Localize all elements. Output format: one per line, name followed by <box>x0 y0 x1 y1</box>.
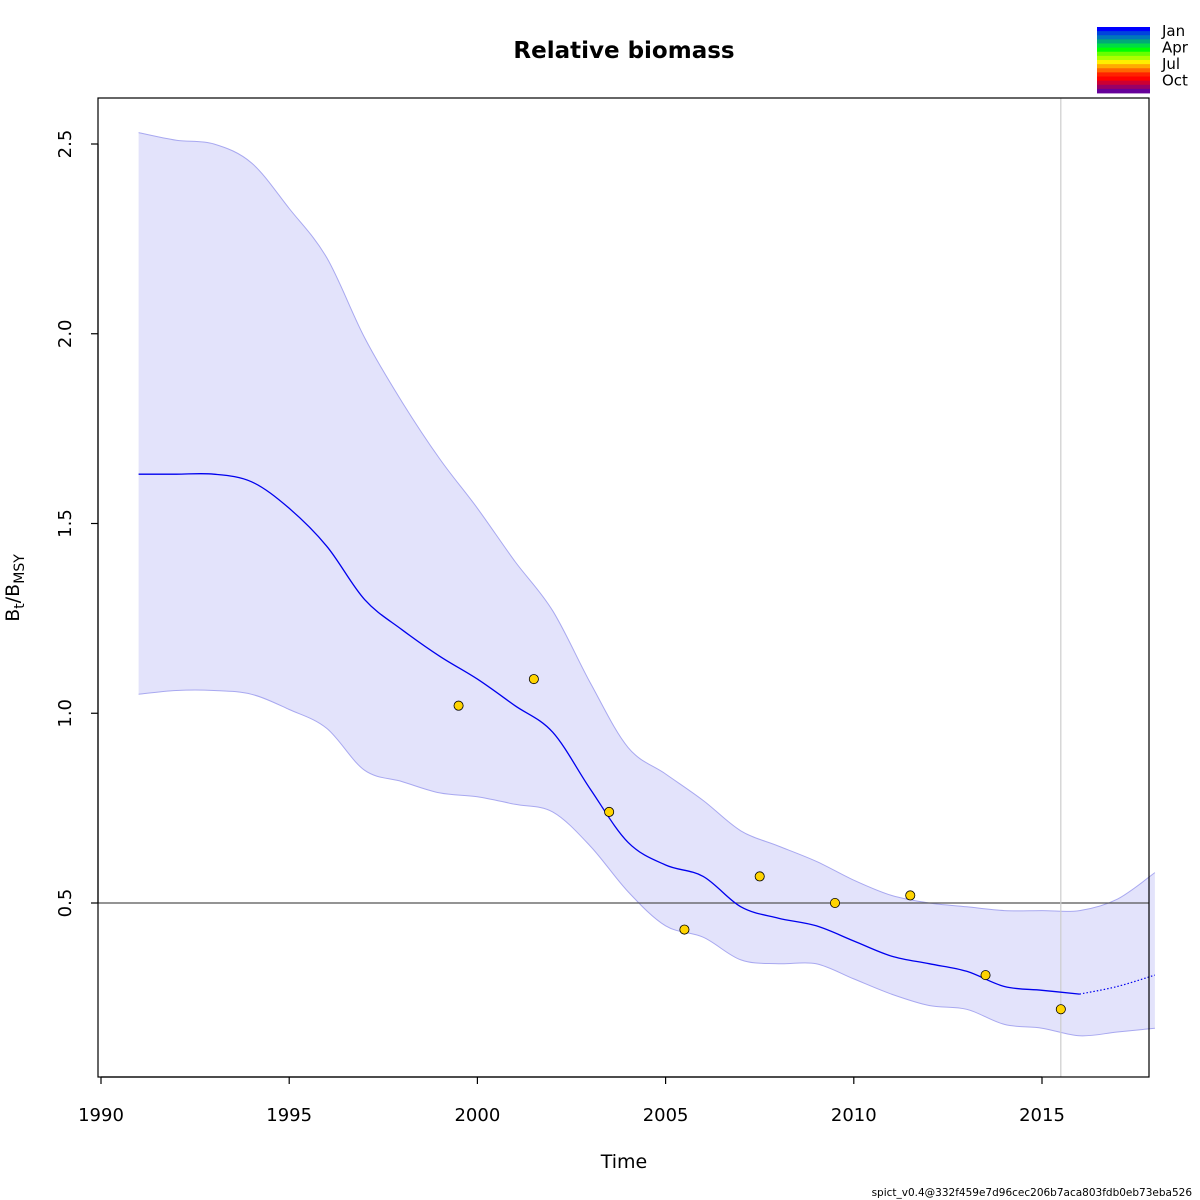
y-tick-label: 1.0 <box>55 699 76 728</box>
season-color-swatch <box>1097 31 1150 36</box>
season-color-swatch <box>1097 27 1150 32</box>
season-color-swatch <box>1097 60 1150 65</box>
season-color-swatch <box>1097 39 1150 44</box>
index-point <box>528 674 539 685</box>
index-point <box>829 898 840 909</box>
y-label-b: B <box>2 609 24 622</box>
x-tick-label: 2010 <box>831 1105 877 1126</box>
season-color-swatch <box>1097 43 1150 49</box>
x-tick-label: 1995 <box>266 1105 312 1126</box>
season-color-swatch <box>1097 51 1150 57</box>
index-point <box>980 970 991 981</box>
y-tick-label: 2.0 <box>55 319 76 348</box>
x-tick-label: 2005 <box>643 1105 689 1126</box>
version-footnote: spict_v0.4@332f459e7d96cec206b7aca803fdb… <box>872 1187 1193 1199</box>
x-tick-label: 2000 <box>454 1105 500 1126</box>
y-axis: 0.5 1.0 1.5 2.0 2.5 <box>55 130 99 918</box>
season-color-swatch <box>1097 84 1150 90</box>
y-label-sub-t: t <box>12 603 28 609</box>
y-label-b2: B <box>2 584 24 597</box>
confidence-band <box>138 132 1155 1036</box>
y-label-sub-msy: MSY <box>12 554 28 584</box>
season-color-swatch <box>1097 76 1150 82</box>
x-axis: 1990 1995 2000 2005 2010 2015 <box>78 1076 1065 1126</box>
x-tick-label: 1990 <box>78 1105 124 1126</box>
y-tick-label: 2.5 <box>55 130 76 159</box>
season-color-swatch <box>1097 64 1150 69</box>
season-color-swatch <box>1097 35 1150 40</box>
y-label-slash: / <box>2 596 24 603</box>
x-tick-label: 2015 <box>1019 1105 1065 1126</box>
index-point <box>604 806 615 817</box>
season-color-swatch <box>1097 47 1150 53</box>
season-legend-label: Oct <box>1162 72 1188 90</box>
season-color-swatch <box>1097 68 1150 73</box>
plot-layer <box>98 98 1156 1077</box>
chart-title: Relative biomass <box>513 38 734 64</box>
season-color-swatch <box>1097 88 1150 94</box>
index-point <box>679 924 690 935</box>
season-color-swatch <box>1097 72 1150 77</box>
index-point <box>754 871 765 882</box>
index-point <box>905 890 916 901</box>
season-legend-label: Jul <box>1161 55 1180 73</box>
y-tick-label: 1.5 <box>55 509 76 538</box>
band-upper-edge <box>138 132 1156 912</box>
season-legend-label: Apr <box>1162 39 1189 57</box>
y-tick-label: 0.5 <box>55 889 76 918</box>
season-color-swatch <box>1097 80 1150 86</box>
index-point <box>453 700 464 711</box>
band-lower-edge <box>138 689 1155 1037</box>
index-point <box>1055 1004 1066 1015</box>
y-axis-label: Bt/BMSY <box>2 554 28 622</box>
season-color-swatch <box>1097 55 1150 61</box>
season-legend-label: Jan <box>1161 22 1185 40</box>
x-axis-label: Time <box>600 1151 648 1173</box>
